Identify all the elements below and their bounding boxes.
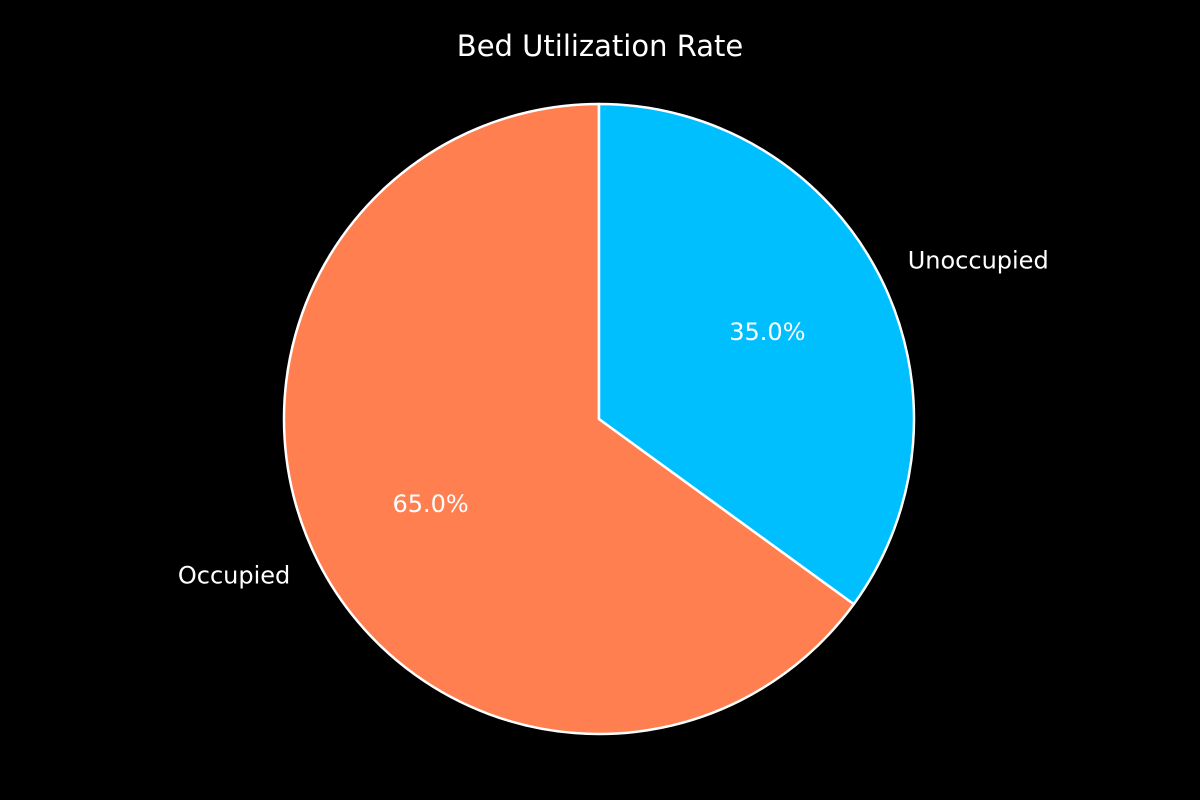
pie-slices — [282, 102, 916, 736]
pie-slice-unoccupied — [597, 102, 916, 606]
slice-percent-occupied: 65.0% — [392, 490, 468, 518]
pie-labels: Occupied 65.0% Unoccupied 35.0% — [178, 247, 1049, 590]
slice-label-unoccupied: Unoccupied — [908, 247, 1049, 275]
slice-percent-unoccupied: 35.0% — [729, 318, 805, 346]
pie-slice-occupied — [282, 102, 856, 736]
chart-title: Bed Utilization Rate — [457, 29, 743, 63]
slice-label-occupied: Occupied — [178, 561, 290, 589]
